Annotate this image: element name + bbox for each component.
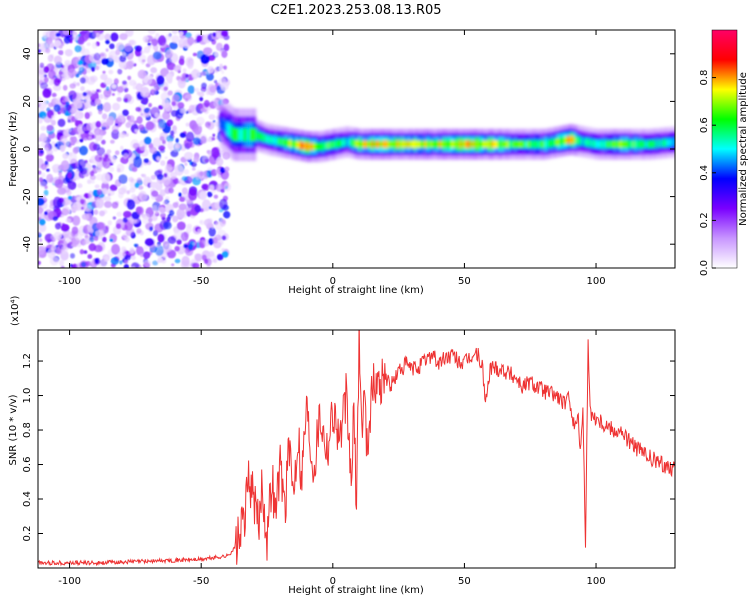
- ridge-layer: [219, 96, 675, 163]
- snr-plot-area: [38, 330, 675, 568]
- bottom-y-tick-label: 1.2: [22, 353, 33, 369]
- bottom-y-tick-label: 1.0: [22, 388, 33, 404]
- top-y-axis-label: Frequency (Hz): [8, 111, 19, 187]
- bottom-x-tick-label: -100: [58, 576, 81, 587]
- bottom-y-tick-label: 0.4: [22, 491, 33, 507]
- top-x-tick-label: 50: [458, 276, 471, 287]
- bottom-y-tick-label: 0.6: [22, 457, 33, 473]
- top-x-tick-label: 0: [330, 276, 336, 287]
- top-x-axis: -100 -50 0 50 100: [58, 30, 606, 287]
- top-x-tick-label: -100: [58, 276, 81, 287]
- colorbar-ticks: 0.0 0.2 0.4 0.6 0.8: [699, 70, 716, 276]
- bottom-x-tick-label: 0: [330, 576, 336, 587]
- top-y-tick-label: 0: [22, 146, 33, 152]
- bottom-y-axis-label: SNR (10 * v/v): [8, 394, 19, 465]
- colorbar-tick-label: 0.4: [699, 165, 710, 181]
- snr-line: [38, 330, 675, 567]
- colorbar-gradient: [711, 29, 738, 269]
- top-y-tick-label: -20: [22, 188, 33, 204]
- top-x-tick-label: 100: [586, 276, 605, 287]
- top-y-axis: -40 -20 0 20 40: [22, 47, 675, 252]
- colorbar-tick-label: 0.8: [699, 70, 710, 86]
- top-x-axis-label: Height of straight line (km): [288, 285, 424, 296]
- snr-frame: [37, 329, 676, 569]
- snr-multiplier-label: (x10⁴): [10, 295, 21, 326]
- bottom-x-axis: -100 -50 0 50 100: [58, 330, 606, 587]
- bottom-y-axis: 0.2 0.4 0.6 0.8 1.0 1.2: [22, 353, 675, 541]
- bottom-y-tick-label: 0.2: [22, 526, 33, 542]
- snr-panel: -100 -50 0 50 100 0.2 0.4 0.6 0.8 1.0 1.2 Height …: [8, 295, 676, 596]
- bottom-y-tick-label: 0.8: [22, 422, 33, 438]
- colorbar: 0.0 0.2 0.4 0.6 0.8 Normalized spectral ampl…: [699, 29, 749, 276]
- bottom-x-tick-label: 100: [586, 576, 605, 587]
- bottom-x-tick-label: 50: [458, 576, 471, 587]
- top-y-tick-label: 20: [22, 95, 33, 108]
- bottom-x-tick-label: -50: [193, 576, 209, 587]
- colorbar-label: Normalized spectral amplitude: [738, 72, 749, 226]
- top-y-tick-label: -40: [22, 236, 33, 252]
- spectrogram-panel: -100 -50 0 50 100 -40 -20 0 20 40 Height of stra…: [8, 29, 676, 296]
- bottom-x-axis-label: Height of straight line (km): [288, 585, 424, 596]
- top-y-tick-label: 40: [22, 47, 33, 60]
- top-x-tick-label: -50: [193, 276, 209, 287]
- figure-title: C2E1.2023.253.08.13.R05: [270, 3, 441, 18]
- colorbar-tick-label: 0.0: [699, 260, 710, 276]
- colorbar-tick-label: 0.6: [699, 117, 710, 133]
- colorbar-tick-label: 0.2: [699, 212, 710, 228]
